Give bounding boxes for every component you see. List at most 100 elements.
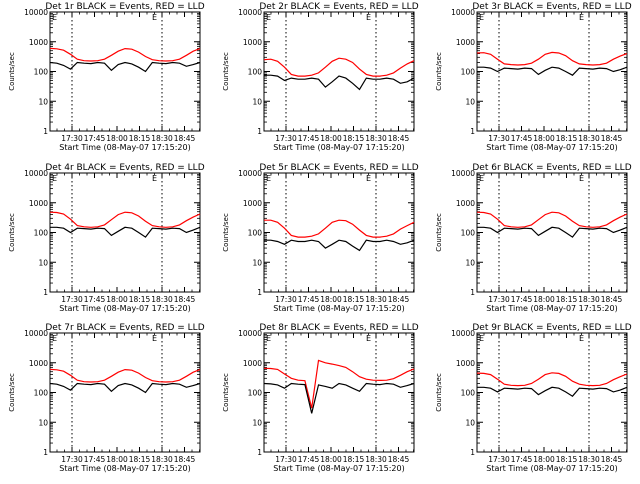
detector-chart-8: Det 8r BLACK = Events, RED = LLD 1 10 100 10… bbox=[222, 323, 419, 473]
x-tick-label: 18:45 bbox=[601, 455, 623, 464]
corner-label-left: E bbox=[266, 334, 271, 343]
x-tick-label: 17:45 bbox=[84, 295, 106, 304]
x-tick-label: 17:30 bbox=[275, 295, 297, 304]
x-tick-label: 18:00 bbox=[320, 455, 342, 464]
corner-label-right: E bbox=[366, 334, 371, 343]
x-tick-label: 18:00 bbox=[106, 134, 128, 143]
x-tick-label: 18:30 bbox=[365, 455, 387, 464]
series-line-lld bbox=[49, 368, 201, 383]
x-tick-label: 17:30 bbox=[488, 134, 510, 143]
x-tick-label: 18:15 bbox=[129, 455, 151, 464]
y-tick-label: 10 bbox=[252, 97, 262, 106]
series-line-events bbox=[263, 382, 415, 414]
corner-label-right: E bbox=[152, 174, 157, 183]
x-axis-label: Start Time (08-May-07 17:15:20) bbox=[486, 464, 617, 473]
x-tick-label: 17:45 bbox=[298, 134, 320, 143]
x-tick-label: 17:45 bbox=[84, 134, 106, 143]
y-axis-label: Counts/sec bbox=[222, 52, 230, 91]
x-tick-label: 18:15 bbox=[129, 134, 151, 143]
y-tick-label: 100 bbox=[248, 389, 263, 398]
x-axis-label: Start Time (08-May-07 17:15:20) bbox=[273, 304, 404, 313]
x-tick-label: 17:30 bbox=[275, 455, 297, 464]
series-line-lld bbox=[49, 211, 201, 228]
x-tick-label: 18:00 bbox=[106, 455, 128, 464]
y-axis-label: Counts/sec bbox=[8, 373, 16, 412]
detector-chart-5: Det 5r BLACK = Events, RED = LLD 1 10 100 10… bbox=[222, 163, 419, 313]
y-tick-label: 1000 bbox=[29, 38, 48, 47]
corner-label-right: E bbox=[579, 174, 584, 183]
x-tick-label: 18:30 bbox=[578, 295, 600, 304]
y-tick-label: 1000 bbox=[29, 199, 48, 208]
y-tick-label: 10 bbox=[38, 258, 48, 267]
x-axis-label: Start Time (08-May-07 17:15:20) bbox=[273, 464, 404, 473]
chart-title: Det 6r BLACK = Events, RED = LLD bbox=[472, 163, 631, 173]
chart-title: Det 5r BLACK = Events, RED = LLD bbox=[259, 163, 418, 173]
y-tick-label: 10000 bbox=[451, 169, 475, 178]
y-tick-label: 10000 bbox=[24, 8, 48, 17]
series-line-lld bbox=[263, 57, 415, 77]
y-tick-label: 1 bbox=[257, 288, 262, 297]
y-tick-label: 10000 bbox=[24, 169, 48, 178]
corner-label-left: E bbox=[266, 13, 271, 22]
series-line-events bbox=[50, 226, 201, 238]
corner-label-right: E bbox=[579, 13, 584, 22]
detector-chart-4: Det 4r BLACK = Events, RED = LLD 1 10 100 10… bbox=[8, 163, 205, 313]
x-axis-label: Start Time (08-May-07 17:15:20) bbox=[59, 464, 190, 473]
x-tick-label: 17:30 bbox=[275, 134, 297, 143]
y-tick-label: 10 bbox=[38, 418, 48, 427]
y-tick-label: 1 bbox=[470, 288, 475, 297]
x-tick-label: 17:30 bbox=[61, 295, 83, 304]
x-axis-label: Start Time (08-May-07 17:15:20) bbox=[486, 143, 617, 152]
x-tick-label: 17:45 bbox=[511, 455, 533, 464]
x-tick-label: 18:15 bbox=[556, 134, 578, 143]
x-tick-label: 18:15 bbox=[556, 455, 578, 464]
x-tick-label: 17:45 bbox=[511, 134, 533, 143]
x-tick-label: 18:45 bbox=[388, 134, 410, 143]
y-tick-label: 100 bbox=[34, 68, 49, 77]
x-tick-label: 18:45 bbox=[388, 295, 410, 304]
x-tick-label: 17:30 bbox=[61, 134, 83, 143]
chart-title: Det 4r BLACK = Events, RED = LLD bbox=[45, 163, 204, 173]
y-tick-label: 1 bbox=[470, 127, 475, 136]
series-line-events bbox=[264, 239, 415, 252]
x-tick-label: 18:00 bbox=[320, 134, 342, 143]
x-tick-label: 18:00 bbox=[533, 134, 555, 143]
detector-chart-9: Det 9r BLACK = Events, RED = LLD 1 10 100 10… bbox=[435, 323, 632, 473]
y-axis-label: Counts/sec bbox=[435, 52, 443, 91]
y-tick-label: 1 bbox=[257, 448, 262, 457]
y-tick-label: 100 bbox=[34, 389, 49, 398]
y-tick-label: 10000 bbox=[24, 329, 48, 338]
y-tick-label: 1 bbox=[43, 448, 48, 457]
series-line-lld bbox=[264, 219, 415, 238]
x-tick-label: 18:45 bbox=[601, 295, 623, 304]
x-axis-label: Start Time (08-May-07 17:15:20) bbox=[486, 304, 617, 313]
chart-title: Det 3r BLACK = Events, RED = LLD bbox=[472, 2, 631, 12]
chart-title: Det 8r BLACK = Events, RED = LLD bbox=[259, 323, 418, 333]
series-line-lld bbox=[49, 47, 201, 62]
x-tick-label: 18:00 bbox=[320, 295, 342, 304]
x-axis-label: Start Time (08-May-07 17:15:20) bbox=[273, 143, 404, 152]
y-tick-label: 10 bbox=[252, 418, 262, 427]
detector-chart-6: Det 6r BLACK = Events, RED = LLD 1 10 100 10… bbox=[435, 163, 632, 313]
y-tick-label: 10000 bbox=[451, 8, 475, 17]
y-tick-label: 100 bbox=[248, 229, 263, 238]
y-axis-label: Counts/sec bbox=[222, 213, 230, 252]
x-tick-label: 18:30 bbox=[365, 134, 387, 143]
y-tick-label: 10000 bbox=[238, 8, 262, 17]
y-tick-label: 10000 bbox=[451, 329, 475, 338]
y-tick-label: 1000 bbox=[456, 199, 475, 208]
x-tick-label: 18:15 bbox=[343, 455, 365, 464]
chart-title: Det 7r BLACK = Events, RED = LLD bbox=[45, 323, 204, 333]
x-tick-label: 18:00 bbox=[533, 295, 555, 304]
corner-label-right: E bbox=[366, 174, 371, 183]
x-tick-label: 18:15 bbox=[556, 295, 578, 304]
y-tick-label: 1000 bbox=[243, 38, 262, 47]
y-tick-label: 1000 bbox=[456, 359, 475, 368]
y-tick-label: 100 bbox=[461, 229, 476, 238]
x-axis-label: Start Time (08-May-07 17:15:20) bbox=[59, 304, 190, 313]
series-line-events bbox=[264, 74, 415, 91]
x-tick-label: 18:00 bbox=[106, 295, 128, 304]
y-tick-label: 100 bbox=[248, 68, 263, 77]
